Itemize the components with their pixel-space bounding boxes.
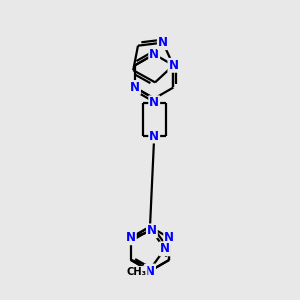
Text: N: N <box>147 224 157 237</box>
Text: N: N <box>158 36 168 49</box>
Text: N: N <box>168 59 178 72</box>
Text: N: N <box>149 96 159 109</box>
Text: N: N <box>130 81 140 94</box>
Text: N: N <box>164 231 174 244</box>
Text: N: N <box>160 242 170 255</box>
Text: N: N <box>126 231 136 244</box>
Text: CH₃: CH₃ <box>127 267 147 277</box>
Text: N: N <box>149 130 159 142</box>
Text: N: N <box>149 48 159 61</box>
Text: N: N <box>145 265 155 278</box>
